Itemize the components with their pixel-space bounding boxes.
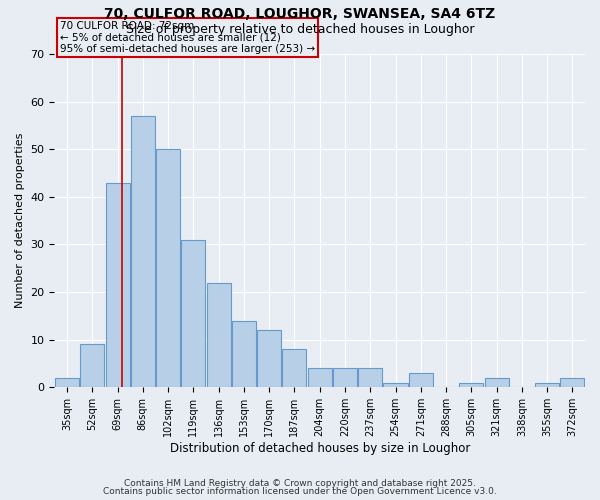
Bar — [55, 378, 79, 388]
Bar — [560, 378, 584, 388]
Text: Contains public sector information licensed under the Open Government Licence v3: Contains public sector information licen… — [103, 487, 497, 496]
Bar — [459, 382, 484, 388]
Bar — [232, 320, 256, 388]
Text: 70 CULFOR ROAD: 72sqm
← 5% of detached houses are smaller (12)
95% of semi-detac: 70 CULFOR ROAD: 72sqm ← 5% of detached h… — [60, 21, 315, 54]
Bar — [181, 240, 205, 388]
Bar — [156, 149, 180, 388]
Bar — [535, 382, 559, 388]
Bar — [283, 350, 307, 388]
Bar — [485, 378, 509, 388]
X-axis label: Distribution of detached houses by size in Loughor: Distribution of detached houses by size … — [170, 442, 470, 455]
Text: Size of property relative to detached houses in Loughor: Size of property relative to detached ho… — [126, 22, 474, 36]
Bar — [206, 282, 230, 388]
Text: Contains HM Land Registry data © Crown copyright and database right 2025.: Contains HM Land Registry data © Crown c… — [124, 478, 476, 488]
Bar — [409, 373, 433, 388]
Bar — [333, 368, 357, 388]
Bar — [308, 368, 332, 388]
Bar — [358, 368, 382, 388]
Y-axis label: Number of detached properties: Number of detached properties — [15, 133, 25, 308]
Text: 70, CULFOR ROAD, LOUGHOR, SWANSEA, SA4 6TZ: 70, CULFOR ROAD, LOUGHOR, SWANSEA, SA4 6… — [104, 8, 496, 22]
Bar — [257, 330, 281, 388]
Bar — [131, 116, 155, 388]
Bar — [106, 182, 130, 388]
Bar — [383, 382, 407, 388]
Bar — [80, 344, 104, 388]
